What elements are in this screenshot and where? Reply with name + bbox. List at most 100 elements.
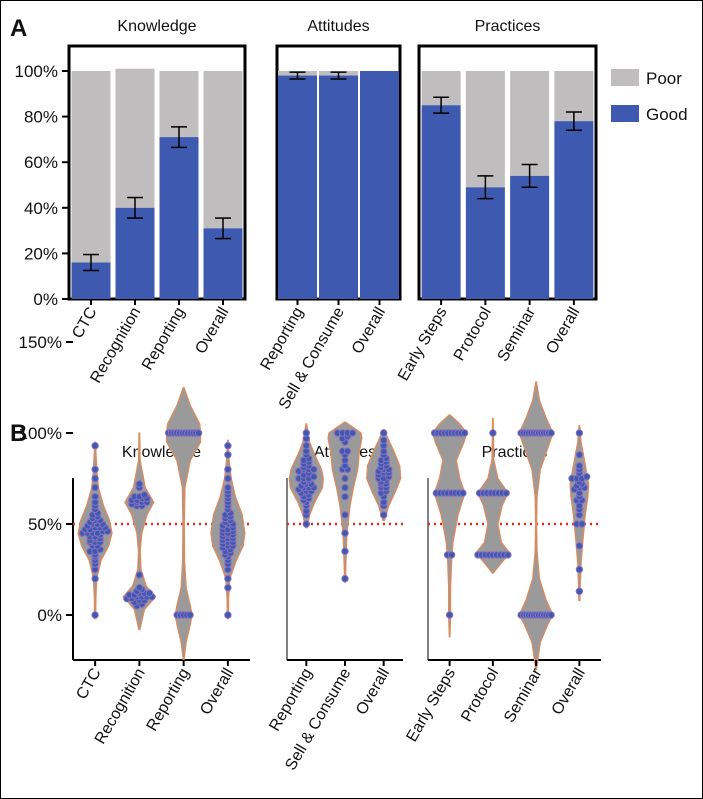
- data-point: [445, 611, 454, 619]
- legend: Poor Good: [611, 69, 688, 124]
- panel-letter-a: A: [10, 15, 27, 42]
- data-point: [380, 436, 388, 444]
- bar-poor-protocol: [465, 71, 505, 188]
- bar-good-overall: [554, 121, 594, 299]
- data-point: [145, 589, 154, 597]
- data-point: [91, 474, 99, 483]
- data-point: [343, 447, 352, 455]
- points-protocol: [474, 429, 512, 559]
- legend-poor-swatch: [611, 69, 639, 86]
- data-point: [460, 429, 469, 437]
- data-point: [224, 584, 232, 592]
- points-reporting: [164, 429, 203, 619]
- data-point: [489, 429, 497, 437]
- points-sell-consume: [333, 429, 357, 583]
- data-point: [302, 429, 310, 437]
- bar-poor-recognition: [115, 68, 155, 208]
- panel-a-group-title: Knowledge: [117, 18, 196, 35]
- bar-good-recognition: [115, 207, 155, 299]
- panel-b-y-tick-label: 100%: [19, 424, 62, 443]
- data-point: [575, 429, 584, 437]
- panel-a-group-title: Attitudes: [307, 18, 369, 35]
- data-point: [547, 611, 555, 619]
- data-point: [224, 442, 232, 450]
- points-early-steps: [430, 429, 469, 619]
- panel-a-group-frame: [417, 44, 598, 301]
- data-point: [578, 520, 586, 528]
- data-point: [341, 547, 349, 555]
- data-point: [224, 611, 232, 619]
- bar-good-overall: [360, 71, 399, 299]
- data-point: [186, 611, 194, 619]
- legend-poor-label: Poor: [646, 69, 682, 88]
- data-point: [91, 611, 99, 619]
- panel-a-y-tick-label: 20%: [24, 244, 58, 263]
- error-bar-overall: [215, 217, 231, 240]
- error-bar-sell-consume: [330, 71, 347, 80]
- data-point: [341, 574, 349, 583]
- data-point: [91, 574, 99, 583]
- data-point: [135, 480, 144, 488]
- data-point: [302, 520, 310, 528]
- points-reporting: [295, 429, 318, 528]
- error-bar-seminar: [521, 163, 538, 189]
- data-point: [224, 474, 232, 483]
- data-point: [575, 542, 584, 550]
- panel-a-stacked-bar-chart: 0%20%40%60%80%100%KnowledgeCTCRecognitio…: [15, 18, 598, 412]
- error-bar-protocol: [477, 175, 494, 200]
- panel-b-y-tick-label: 50%: [28, 515, 62, 534]
- error-bar-ctc: [83, 253, 99, 272]
- error-bar-recognition: [127, 196, 143, 219]
- data-point: [135, 571, 144, 579]
- bar-good-reporting: [278, 75, 317, 299]
- data-point: [140, 491, 149, 499]
- data-point: [348, 429, 357, 437]
- data-point: [459, 489, 467, 497]
- violin-recognition: [122, 432, 157, 631]
- violin-early-steps: [431, 414, 468, 638]
- data-point: [310, 473, 318, 481]
- points-recognition: [123, 480, 156, 610]
- points-overall: [568, 429, 591, 595]
- panel-a-y-tick-label: 60%: [24, 153, 58, 172]
- data-point: [341, 529, 349, 537]
- bar-good-sell-consume: [319, 75, 358, 299]
- bar-good-reporting: [159, 137, 199, 299]
- bar-poor-overall: [203, 71, 243, 229]
- panel-a-y-tick-label: 40%: [24, 199, 58, 218]
- data-point: [380, 429, 388, 437]
- legend-good-swatch: [611, 105, 639, 122]
- error-bar-overall: [565, 111, 582, 132]
- data-point: [341, 493, 349, 501]
- data-point: [91, 493, 99, 501]
- panel-b-y-tick-label: 0%: [37, 606, 62, 625]
- data-point: [583, 473, 591, 481]
- data-point: [341, 483, 349, 492]
- data-point: [575, 565, 584, 574]
- data-point: [224, 574, 232, 583]
- violin-reporting: [166, 386, 202, 662]
- bar-good-overall: [203, 228, 243, 299]
- points-overall: [219, 442, 237, 619]
- data-point: [575, 587, 584, 595]
- data-point: [341, 511, 349, 519]
- violin-seminar: [518, 381, 554, 671]
- bar-poor-reporting: [159, 71, 199, 138]
- data-point: [135, 584, 144, 592]
- bar-good-early-steps: [421, 105, 461, 299]
- panel-b-y-tick-label: 150%: [19, 333, 62, 352]
- violin-sell-consume: [327, 421, 363, 583]
- points-overall: [375, 429, 393, 519]
- data-point: [194, 429, 203, 437]
- legend-good-label: Good: [646, 105, 688, 124]
- data-point: [547, 429, 555, 437]
- points-seminar: [517, 429, 555, 619]
- bar-poor-ctc: [71, 71, 111, 263]
- panel-a-y-tick-label: 100%: [15, 62, 58, 81]
- data-point: [575, 451, 584, 459]
- panel-a-y-tick-label: 0%: [33, 290, 58, 309]
- data-point: [224, 451, 232, 459]
- data-point: [341, 474, 349, 483]
- data-point: [447, 551, 456, 559]
